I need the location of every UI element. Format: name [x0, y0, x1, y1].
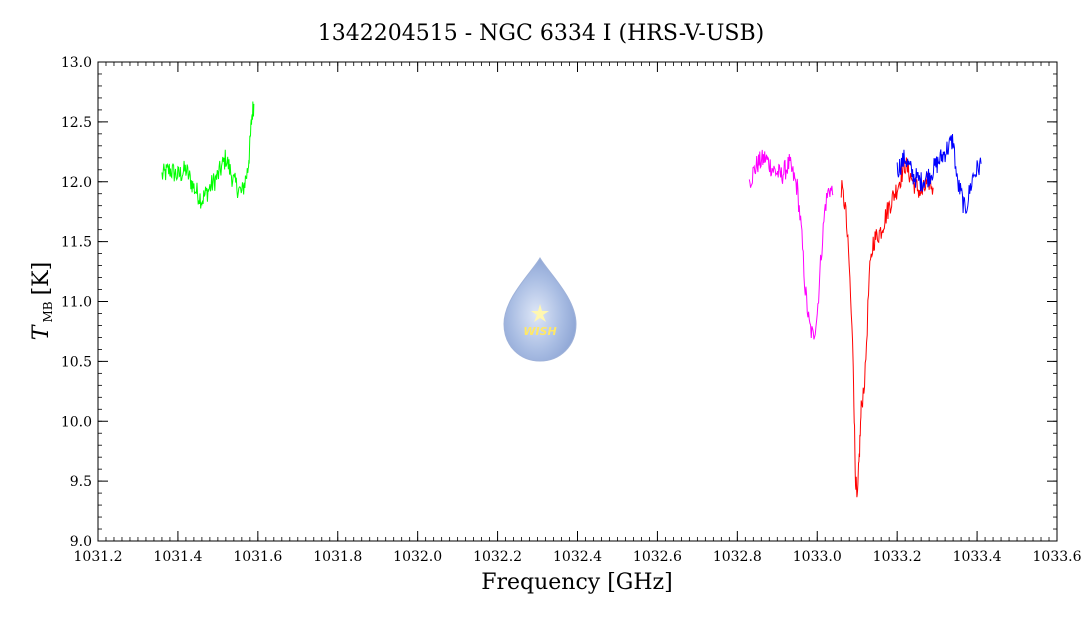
- series-line-2: [748, 149, 834, 340]
- chart-title: 1342204515 - NGC 6334 I (HRS-V-USB): [318, 21, 764, 46]
- svg-text:TMB[K]: TMB [K]: [29, 262, 55, 340]
- wish-logo: WISH: [503, 256, 577, 362]
- series-line-4: [896, 134, 982, 214]
- x-tick-label: 1033.6: [1033, 549, 1081, 565]
- x-tick-label: 1032.8: [713, 549, 762, 565]
- y-axis-label-unit: [K]: [29, 262, 54, 296]
- wish-star-icon: [531, 304, 549, 322]
- y-tick-label: 9.0: [70, 534, 92, 550]
- plot-frame: [97, 61, 1058, 542]
- y-tick-label: 11.0: [61, 295, 92, 311]
- y-tick-label: 12.0: [61, 175, 92, 191]
- x-tick-label: 1031.6: [233, 549, 282, 565]
- x-tick-label: 1031.2: [74, 549, 123, 565]
- wish-logo-text: WISH: [523, 325, 556, 338]
- y-axis-label-main: T: [29, 323, 54, 340]
- x-tick-label: 1031.4: [153, 549, 202, 565]
- x-tick-label: 1033.4: [953, 549, 1002, 565]
- x-tick-label: 1031.8: [313, 549, 362, 565]
- y-tick-label: 12.5: [61, 115, 92, 131]
- series-lines: [161, 101, 982, 498]
- y-tick-label: 10.5: [61, 354, 92, 370]
- x-tick-label: 1032.6: [633, 549, 682, 565]
- y-tick-label: 11.5: [61, 235, 92, 251]
- y-tick-label: 10.0: [61, 414, 92, 430]
- ticks: 1031.2 1031.4 1031.6 1031.8 1032.0 1032.2 1032…: [61, 55, 1081, 565]
- y-tick-label: 13.0: [61, 55, 92, 71]
- x-tick-label: 1033.0: [793, 549, 842, 565]
- x-tick-label: 1032.0: [393, 549, 442, 565]
- y-axis-label-sub: MB: [41, 301, 55, 322]
- series-line-3: [840, 157, 934, 498]
- series-line-1: [161, 101, 255, 209]
- y-axis-label: TMB [K]: [29, 262, 55, 340]
- x-tick-label: 1032.4: [553, 549, 602, 565]
- y-tick-label: 9.5: [70, 474, 92, 490]
- x-tick-label: 1033.2: [873, 549, 922, 565]
- x-tick-label: 1032.2: [473, 549, 522, 565]
- x-axis-label: Frequency [GHz]: [481, 570, 673, 595]
